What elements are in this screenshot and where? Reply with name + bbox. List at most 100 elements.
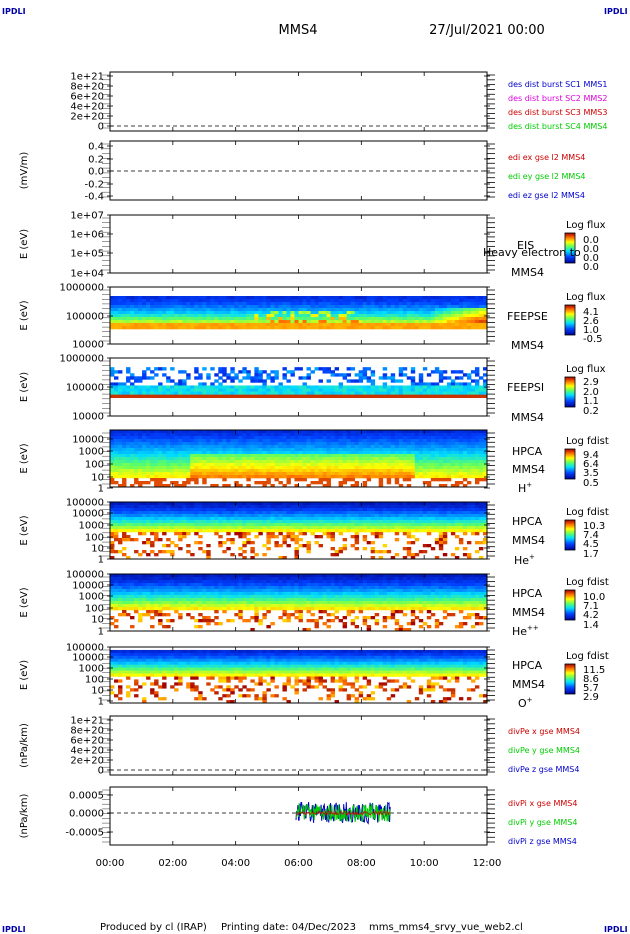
colorbar-tick: -0.5 bbox=[583, 334, 603, 345]
y-tick-label: 1e+07 bbox=[70, 211, 104, 222]
y-tick-label: 2e+20 bbox=[70, 112, 104, 123]
y-tick-label: 0.0000 bbox=[69, 809, 104, 820]
panel-frame bbox=[109, 140, 488, 201]
panel-frame bbox=[109, 715, 488, 776]
legend-entry: des dist burst SC1 MMS1 bbox=[508, 80, 607, 89]
instrument-label: HPCA bbox=[512, 659, 543, 672]
y-axis-label: E (eV) bbox=[19, 587, 30, 617]
colorbar-tick: 0.0 bbox=[583, 262, 599, 273]
time-tick-label: 12:00 bbox=[473, 858, 502, 869]
y-axis-label: (nPa/km) bbox=[19, 723, 30, 768]
y-axis-label: (nPa/km) bbox=[19, 794, 30, 839]
y-tick-label: 1000000 bbox=[59, 283, 104, 294]
colorbar-title: Log fdist bbox=[566, 436, 609, 447]
colorbar-tick: 1.0 bbox=[583, 325, 599, 336]
legend-entry: divPe y gse MMS4 bbox=[508, 746, 580, 755]
y-axis-label: E (eV) bbox=[19, 443, 30, 473]
y-axis-label: E (eV) bbox=[19, 300, 30, 330]
y-tick-label: 10 bbox=[91, 686, 104, 697]
time-tick-label: 02:00 bbox=[158, 858, 187, 869]
logo-top-left: IPDLI bbox=[2, 7, 26, 16]
time-tick-label: 06:00 bbox=[284, 858, 313, 869]
y-tick-label: 100000 bbox=[66, 570, 104, 581]
y-tick-label: 10000 bbox=[72, 509, 104, 520]
y-tick-label: 0 bbox=[98, 766, 104, 777]
y-tick-label: 8e+20 bbox=[70, 726, 104, 737]
colorbar-tick: 2.6 bbox=[583, 316, 599, 327]
y-tick-label: 0.4 bbox=[88, 142, 104, 153]
colorbar-tick: 8.6 bbox=[583, 674, 599, 685]
y-tick-label: 1e+04 bbox=[70, 269, 104, 280]
y-tick-label: 100000 bbox=[66, 498, 104, 509]
instrument-label: HPCA bbox=[512, 445, 543, 458]
y-tick-label: 10000 bbox=[72, 653, 104, 664]
mission-label: MMS4 bbox=[511, 411, 544, 424]
legend-entry: des dist burst SC4 MMS4 bbox=[508, 122, 607, 131]
colorbar-tick: 1.4 bbox=[583, 620, 599, 631]
colorbar-tick: 1.1 bbox=[583, 396, 599, 407]
mission-label: MMS4 bbox=[512, 678, 545, 691]
y-tick-label: 10000 bbox=[72, 581, 104, 592]
y-tick-label: 100000 bbox=[66, 383, 104, 394]
colorbar-tick: 1.7 bbox=[583, 549, 599, 560]
y-tick-label: 1e+06 bbox=[70, 230, 104, 241]
y-axis-label: E (eV) bbox=[19, 660, 30, 690]
y-tick-label: -0.4 bbox=[84, 192, 104, 203]
plot-title: MMS4 bbox=[279, 23, 318, 38]
y-tick-label: 10 bbox=[91, 544, 104, 555]
legend-entry: divPe z gse MMS4 bbox=[508, 765, 579, 774]
y-tick-label: 1000 bbox=[79, 521, 104, 532]
y-tick-label: 1e+21 bbox=[70, 716, 104, 727]
y-tick-label: 1000 bbox=[79, 592, 104, 603]
colorbar-title: Log fdist bbox=[566, 507, 609, 518]
y-tick-label: 0.0 bbox=[88, 167, 104, 178]
colorbar-tick: 0.5 bbox=[583, 478, 599, 489]
panel-divpi: 0.0005 0.0000 -0.0005 (nPa/km) divPi x gse M… bbox=[19, 786, 577, 846]
y-axis-label: E (eV) bbox=[19, 229, 30, 259]
time-tick-label: 00:00 bbox=[96, 858, 125, 869]
y-tick-label: 100 bbox=[85, 533, 104, 544]
colorbar-tick: 10.0 bbox=[583, 592, 605, 603]
time-axis: 00:00 02:00 04:00 06:00 08:00 10:00 12:00 bbox=[96, 858, 502, 869]
colorbar bbox=[564, 304, 576, 336]
colorbar-tick: 5.7 bbox=[583, 683, 599, 694]
colorbar-title: Log flux bbox=[566, 220, 606, 231]
colorbar bbox=[564, 519, 576, 551]
plot-datetime: 27/Jul/2021 00:00 bbox=[429, 23, 545, 38]
colorbar-title: Log fdist bbox=[566, 577, 609, 588]
colorbar-title: Log fdist bbox=[566, 651, 609, 662]
colorbar bbox=[564, 376, 576, 408]
colorbar-tick: 2.0 bbox=[583, 387, 599, 398]
logo-bottom-left: IPDLI bbox=[2, 925, 26, 934]
y-tick-label: 1e+05 bbox=[70, 249, 104, 260]
legend-entry: divPi z gse MMS4 bbox=[508, 837, 577, 846]
instrument-label: HPCA bbox=[512, 515, 543, 528]
y-tick-label: 0 bbox=[98, 122, 104, 133]
y-tick-label: 100000 bbox=[66, 312, 104, 323]
colorbar bbox=[564, 448, 576, 480]
y-tick-label: -0.2 bbox=[84, 180, 104, 191]
y-tick-label: 6e+20 bbox=[70, 736, 104, 747]
y-tick-label: 1 bbox=[98, 484, 104, 495]
logo-bottom-right: IPDLI bbox=[604, 925, 628, 934]
y-tick-label: 100 bbox=[85, 460, 104, 471]
panel-frame bbox=[109, 71, 488, 132]
colorbar-tick: 0.0 bbox=[583, 235, 599, 246]
legend-entry: edi ey gse l2 MMS4 bbox=[508, 172, 586, 181]
colorbar-tick: 2.9 bbox=[583, 692, 599, 703]
mission-label: MMS4 bbox=[511, 266, 544, 279]
colorbar-tick: 6.4 bbox=[583, 459, 599, 470]
overlay-label: Heavy electron to bbox=[483, 246, 581, 259]
y-tick-label: 1e+21 bbox=[70, 72, 104, 83]
species-label: He++ bbox=[512, 624, 539, 638]
y-tick-label: 2e+20 bbox=[70, 756, 104, 767]
legend-entry: des dist burst SC2 MMS2 bbox=[508, 94, 607, 103]
colorbar-tick: 9.4 bbox=[583, 450, 599, 461]
colorbar-tick: 2.9 bbox=[583, 377, 599, 388]
y-tick-label: 1 bbox=[98, 555, 104, 566]
colorbar-tick: 4.1 bbox=[583, 307, 599, 318]
